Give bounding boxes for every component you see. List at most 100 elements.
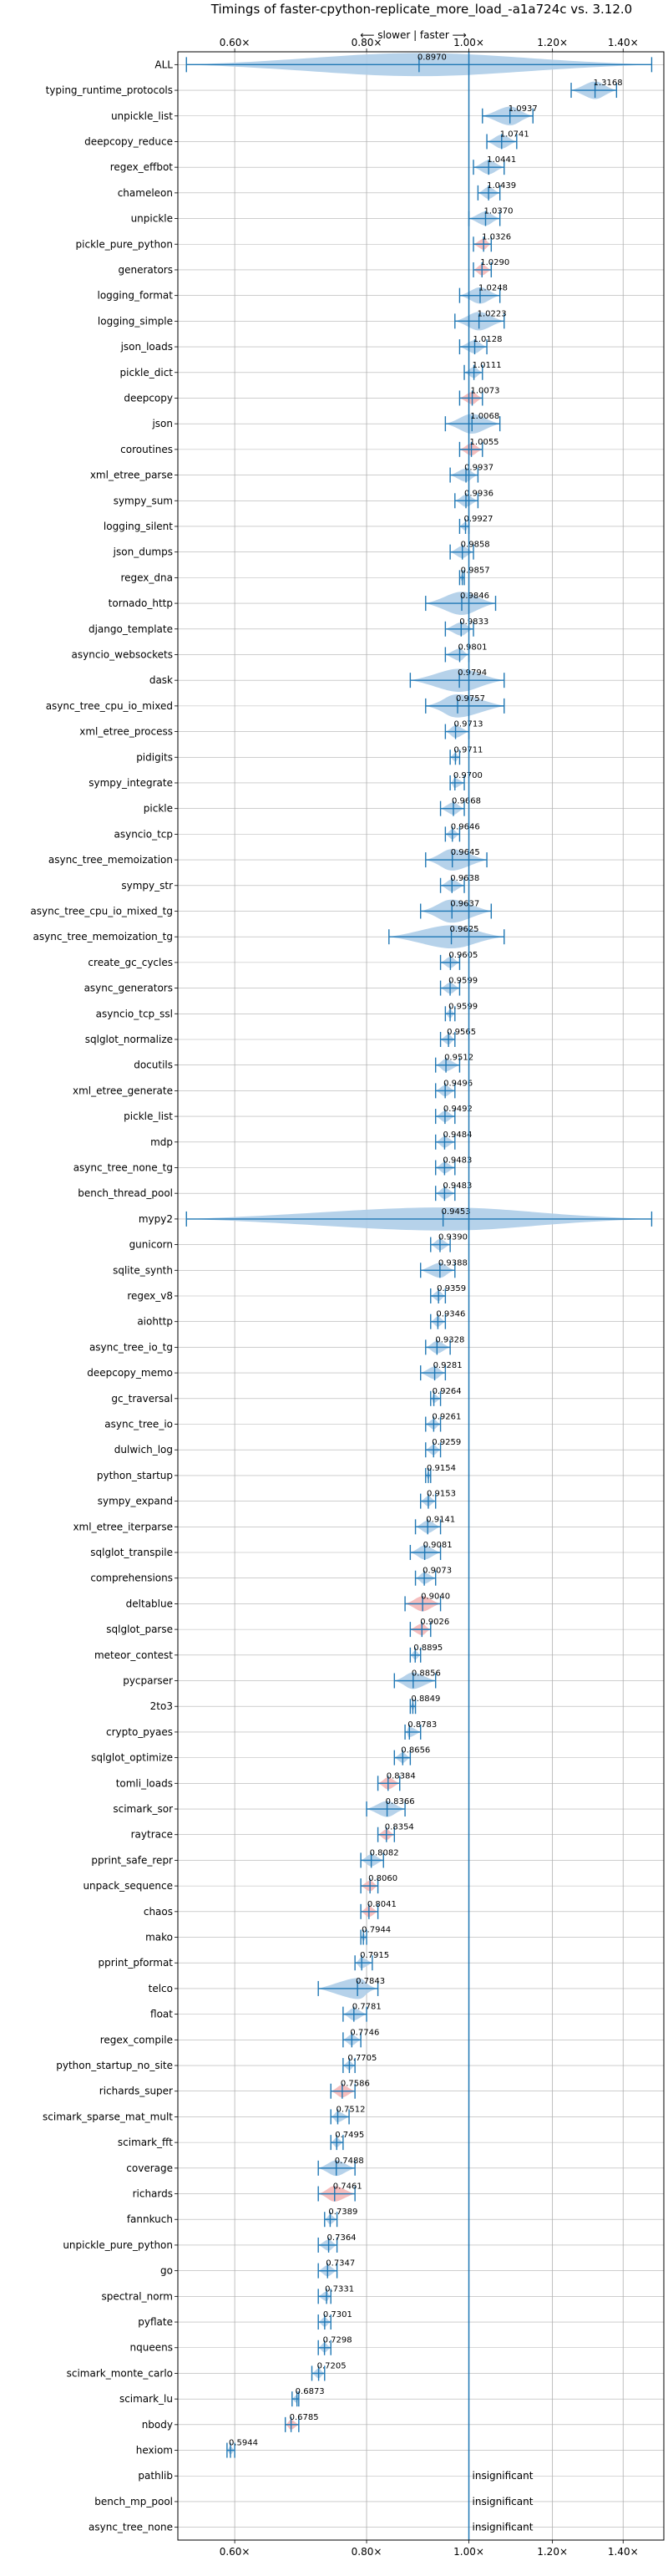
y-tick-label: deepcopy [124,392,173,404]
value-label: 0.9801 [458,643,488,652]
y-tick-label: regex_compile [100,2034,173,2045]
y-tick-label: dask [149,674,173,686]
marker-layer [185,57,653,2458]
value-label: 0.9700 [453,771,483,780]
value-label: 0.9261 [432,1413,461,1422]
value-label: 0.9599 [448,977,478,986]
value-label: 0.9359 [437,1284,466,1293]
y-tick-label: python_startup [97,1470,173,1481]
value-label: 0.7915 [360,1951,389,1960]
y-tick-label: async_tree_none_tg [73,1161,173,1173]
y-tick-label: pycparser [123,1675,173,1687]
y-tick-label: scimark_lu [119,2393,173,2405]
value-label: 0.9081 [423,1541,453,1550]
y-tick-label: docutils [134,1059,173,1071]
value-label: 0.8041 [367,1900,397,1909]
value-label: 0.7944 [362,1926,391,1935]
insignificant-label: insignificant [473,2496,534,2507]
value-label: 0.9794 [458,668,487,678]
y-tick-label: async_tree_io_tg [89,1341,173,1353]
value-label: 0.9496 [443,1079,473,1088]
y-tick-label: async_tree_memoization_tg [33,931,173,943]
direction-label: ⟵ slower | faster ⟶ [360,29,467,41]
value-label: 0.5944 [229,2439,258,2448]
value-label: 0.7512 [336,2105,365,2114]
value-label: 0.7488 [335,2157,364,2166]
y-tick-label: spectral_norm [101,2290,173,2302]
y-tick-label: create_gc_cycles [88,957,173,968]
value-label: 0.6785 [290,2413,319,2422]
value-label: 1.0326 [482,232,511,241]
value-label: 1.0441 [487,155,516,165]
value-label: 0.9453 [442,1207,471,1217]
x-tick-label-bottom: 0.80× [352,2546,382,2558]
value-label: 1.3168 [594,79,623,88]
value-label: 0.9154 [427,1464,456,1473]
y-tick-label: mypy2 [139,1213,173,1225]
value-label: 0.9328 [435,1335,464,1344]
y-tick-label: scimark_sor [113,1803,173,1815]
y-tick-label: logging_silent [104,521,173,532]
value-label: 0.6873 [296,2387,325,2396]
value-label: 0.9646 [451,822,480,831]
y-tick-label: asyncio_websockets [72,648,173,660]
value-label: 0.9937 [464,464,493,473]
x-tick-label-top: 0.80× [352,37,382,48]
x-tick-label-top: 0.60× [220,37,250,48]
y-tick-label: python_startup_no_site [56,2060,173,2071]
value-label: 0.7205 [317,2361,347,2370]
value-label: 0.9846 [460,592,489,601]
value-label: 0.7389 [328,2208,357,2217]
y-tick-label: coverage [126,2162,173,2174]
value-label: 0.9388 [438,1258,468,1268]
value-label: 0.9936 [464,489,493,498]
x-tick-label-top: 1.40× [608,37,639,48]
value-label: 1.0055 [470,438,499,447]
value-label: 0.8082 [370,1848,399,1857]
x-tick-label-top: 1.20× [537,37,568,48]
x-tick-label-bottom: 1.20× [537,2546,568,2558]
value-label: 0.9040 [421,1592,450,1601]
y-tick-label: mako [145,1932,173,1943]
y-tick-label: mdp [150,1136,173,1148]
value-label: 0.9026 [420,1618,449,1627]
value-label: 0.8856 [412,1669,441,1679]
value-label: 1.0073 [471,386,500,395]
y-tick-label: json_loads [120,341,173,353]
y-tick-label: chaos [144,1906,173,1918]
y-tick-label: xml_etree_parse [90,470,173,481]
value-label: 0.9259 [432,1438,461,1447]
y-tick-label: tornado_http [109,597,173,609]
y-tick-label: async_tree_memoization [48,854,173,866]
y-tick-label: unpickle_pure_python [63,2239,173,2251]
value-label: 1.0128 [473,335,503,344]
value-label: 0.7461 [333,2182,362,2192]
value-label: 0.9483 [443,1156,472,1165]
y-tick-label: go [160,2265,173,2277]
value-label: 0.7364 [327,2233,357,2243]
label-layer: ALL 0.8970 typing_runtime_protocols 1.3168 u… [30,53,622,2533]
y-tick-label: typing_runtime_protocols [46,84,173,96]
y-tick-label: 2to3 [150,1700,173,1712]
value-label: 0.9073 [423,1567,452,1576]
y-tick-label: deepcopy_reduce [84,135,173,147]
y-tick-label: pprint_safe_repr [91,1854,173,1866]
value-label: 1.0937 [509,104,538,114]
x-tick-label-bottom: 1.00× [453,2546,484,2558]
chart-title: Timings of faster-cpython-replicate_more… [210,2,632,18]
y-tick-label: pickle [144,803,173,815]
y-tick-label: comprehensions [90,1573,173,1584]
value-label: 0.7347 [326,2259,355,2269]
value-label: 0.8354 [385,1823,414,1832]
insignificant-label: insignificant [473,2470,534,2482]
value-label: 1.0111 [473,361,502,370]
value-label: 0.7843 [356,1977,385,1986]
y-tick-label: generators [118,264,173,276]
value-label: 0.7781 [352,2003,382,2012]
y-tick-label: dulwich_log [114,1444,173,1456]
y-tick-label: async_tree_cpu_io_mixed_tg [30,905,173,917]
y-tick-label: tomli_loads [116,1777,173,1789]
y-tick-label: async_tree_io [104,1419,173,1430]
y-tick-label: logging_format [97,290,173,302]
